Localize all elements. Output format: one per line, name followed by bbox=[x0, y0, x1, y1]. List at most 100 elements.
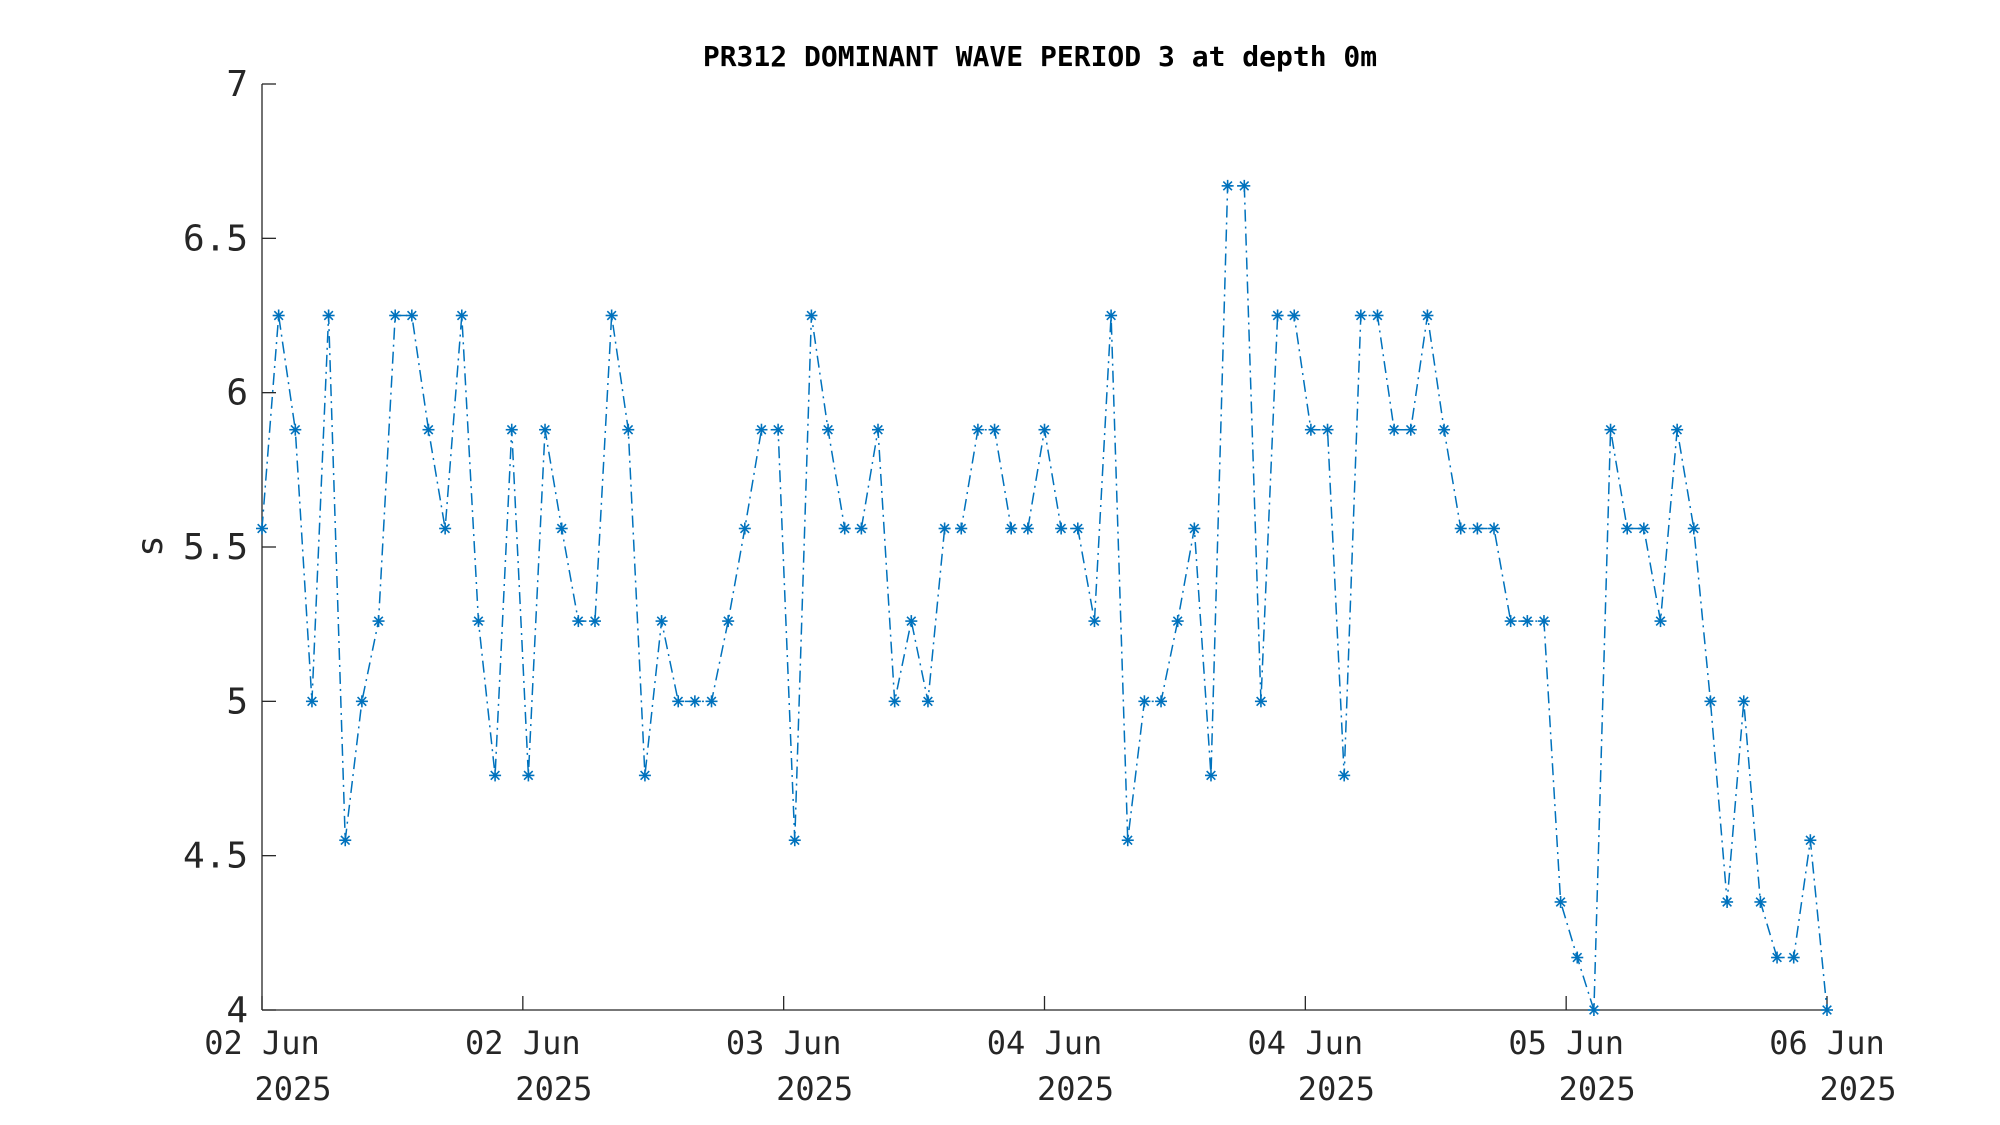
data-point-marker bbox=[1454, 522, 1467, 535]
data-point-marker bbox=[289, 423, 302, 436]
data-point-marker bbox=[1504, 615, 1517, 628]
data-point-marker bbox=[305, 695, 318, 708]
x-tick-label-date: 02 Jun bbox=[465, 1024, 581, 1062]
y-tick-label: 4 bbox=[226, 990, 248, 1031]
data-point-marker bbox=[705, 695, 718, 708]
data-point-marker bbox=[1321, 423, 1334, 436]
data-point-marker bbox=[888, 695, 901, 708]
data-point-marker bbox=[1204, 769, 1217, 782]
data-point-marker bbox=[1071, 522, 1084, 535]
data-point-marker bbox=[1621, 522, 1634, 535]
x-tick-label-date: 04 Jun bbox=[987, 1024, 1103, 1062]
data-point-marker bbox=[1121, 834, 1134, 847]
data-point-marker bbox=[1471, 522, 1484, 535]
data-point-marker bbox=[539, 423, 552, 436]
data-point-marker bbox=[921, 695, 934, 708]
chart-title: PR312 DOMINANT WAVE PERIOD 3 at depth 0m bbox=[703, 40, 1377, 73]
data-point-marker bbox=[1521, 615, 1534, 628]
data-point-marker bbox=[1354, 309, 1367, 322]
data-point-marker bbox=[738, 522, 751, 535]
data-point-marker bbox=[1488, 522, 1501, 535]
data-point-marker bbox=[655, 615, 668, 628]
data-point-marker bbox=[872, 423, 885, 436]
data-point-marker bbox=[638, 769, 651, 782]
data-point-marker bbox=[1288, 309, 1301, 322]
data-point-marker bbox=[1787, 951, 1800, 964]
series-group bbox=[256, 179, 1833, 1016]
data-point-marker bbox=[1654, 615, 1667, 628]
data-point-marker bbox=[522, 769, 535, 782]
data-point-marker bbox=[838, 522, 851, 535]
data-point-marker bbox=[1254, 695, 1267, 708]
data-point-marker bbox=[971, 423, 984, 436]
data-point-marker bbox=[755, 423, 768, 436]
data-point-marker bbox=[622, 423, 635, 436]
data-point-marker bbox=[1737, 695, 1750, 708]
data-point-marker bbox=[256, 522, 268, 535]
data-point-marker bbox=[1687, 522, 1700, 535]
data-point-marker bbox=[1438, 423, 1451, 436]
x-tick-label-date: 06 Jun bbox=[1769, 1024, 1885, 1062]
series-line bbox=[261, 185, 1828, 1011]
data-point-marker bbox=[1721, 895, 1734, 908]
data-point-marker bbox=[672, 695, 685, 708]
data-point-marker bbox=[938, 522, 951, 535]
data-point-marker bbox=[588, 615, 601, 628]
data-point-marker bbox=[489, 769, 502, 782]
x-tick-label-date: 05 Jun bbox=[1508, 1024, 1624, 1062]
data-point-marker bbox=[1021, 522, 1034, 535]
data-point-marker bbox=[772, 423, 785, 436]
y-tick-label: 6 bbox=[226, 373, 248, 414]
data-point-marker bbox=[1554, 895, 1567, 908]
data-point-marker bbox=[1055, 522, 1068, 535]
data-point-marker bbox=[1754, 895, 1767, 908]
data-point-marker bbox=[1404, 423, 1417, 436]
data-point-marker bbox=[955, 522, 968, 535]
y-tick-label: 6.5 bbox=[183, 218, 248, 259]
data-point-marker bbox=[405, 309, 418, 322]
x-axis-ticks: 02 Jun 2025 02 Jun 2025 03 Jun 2025 04 Jun 2025… bbox=[204, 996, 1897, 1108]
data-point-marker bbox=[1537, 615, 1550, 628]
data-point-marker bbox=[1421, 309, 1434, 322]
data-point-marker bbox=[505, 423, 518, 436]
x-tick-label-year: 2025 bbox=[515, 1070, 592, 1108]
data-point-marker bbox=[722, 615, 735, 628]
data-point-marker bbox=[455, 309, 468, 322]
data-point-marker bbox=[688, 695, 701, 708]
data-point-marker bbox=[1155, 695, 1168, 708]
x-tick-label-year: 2025 bbox=[1298, 1070, 1375, 1108]
data-point-marker bbox=[322, 309, 335, 322]
data-point-marker bbox=[1388, 423, 1401, 436]
data-point-marker bbox=[372, 615, 385, 628]
data-point-marker bbox=[1771, 951, 1784, 964]
data-point-marker bbox=[555, 522, 568, 535]
y-tick-label: 5 bbox=[226, 681, 248, 722]
data-point-marker bbox=[988, 423, 1001, 436]
data-point-marker bbox=[1671, 423, 1684, 436]
x-tick-label-year: 2025 bbox=[254, 1070, 331, 1108]
x-tick-label-year: 2025 bbox=[1559, 1070, 1636, 1108]
x-tick-label-date: 02 Jun bbox=[204, 1024, 320, 1062]
data-point-marker bbox=[605, 309, 618, 322]
data-point-marker bbox=[1371, 309, 1384, 322]
data-point-marker bbox=[439, 522, 452, 535]
data-point-marker bbox=[422, 423, 435, 436]
y-axis-ticks: 4 4.5 5 5.5 6 6.5 7 bbox=[183, 64, 276, 1031]
data-point-marker bbox=[1704, 695, 1717, 708]
x-tick-label-year: 2025 bbox=[1819, 1070, 1896, 1108]
data-point-marker bbox=[1088, 615, 1101, 628]
y-tick-label: 4.5 bbox=[183, 836, 248, 877]
data-point-marker bbox=[572, 615, 585, 628]
data-point-marker bbox=[472, 615, 485, 628]
data-point-marker bbox=[805, 309, 818, 322]
data-point-marker bbox=[1304, 423, 1317, 436]
data-point-marker bbox=[1637, 522, 1650, 535]
data-point-marker bbox=[855, 522, 868, 535]
y-tick-label: 5.5 bbox=[183, 527, 248, 568]
data-point-marker bbox=[1804, 834, 1817, 847]
data-point-marker bbox=[355, 695, 368, 708]
data-point-marker bbox=[1587, 1004, 1600, 1016]
data-point-marker bbox=[905, 615, 918, 628]
data-point-marker bbox=[1138, 695, 1151, 708]
data-point-marker bbox=[1038, 423, 1051, 436]
